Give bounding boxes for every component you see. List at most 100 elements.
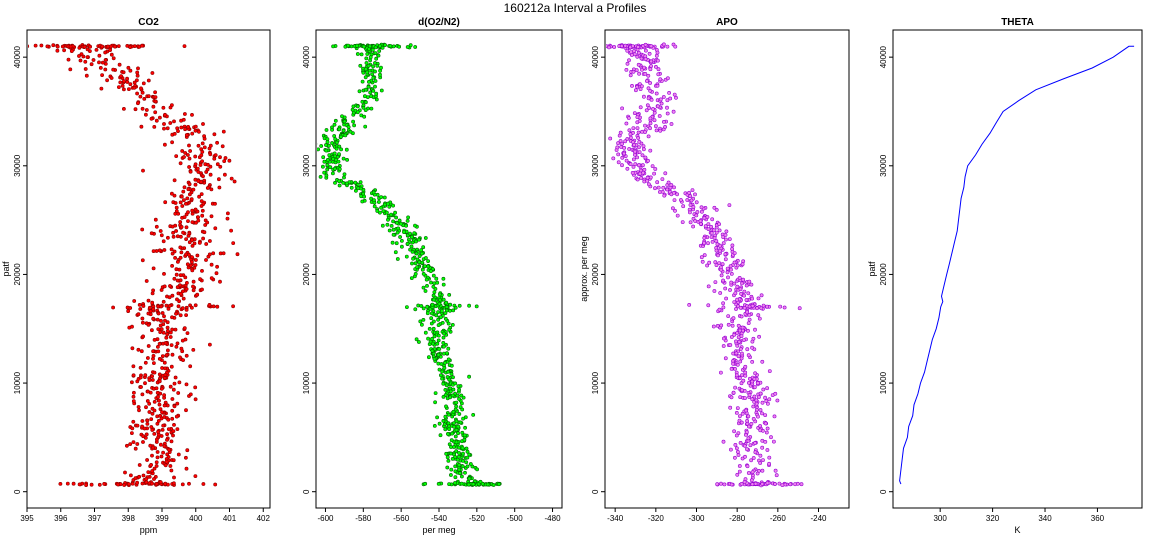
data-point [636, 136, 641, 140]
data-point [457, 463, 462, 467]
data-point [442, 366, 447, 370]
data-point [116, 482, 120, 487]
data-point [178, 278, 183, 283]
data-point [186, 187, 191, 192]
data-point [333, 180, 337, 185]
data-point [170, 327, 175, 332]
data-point [739, 291, 744, 296]
data-point [332, 134, 337, 138]
data-point [612, 45, 617, 49]
data-point [728, 405, 733, 410]
data-point [687, 302, 692, 307]
data-point [185, 196, 190, 201]
data-point [152, 431, 157, 436]
data-point [324, 148, 329, 153]
data-point [361, 105, 366, 110]
data-point [140, 227, 145, 232]
data-point [200, 287, 204, 292]
data-point [396, 226, 401, 231]
data-point [131, 390, 136, 395]
data-point [646, 158, 650, 163]
data-point [185, 331, 190, 336]
data-point [443, 414, 448, 419]
data-point [434, 313, 439, 318]
data-point [751, 456, 756, 460]
x-tick-label: 401 [223, 514, 237, 523]
data-point [175, 427, 180, 432]
data-point [145, 356, 150, 360]
data-point [199, 147, 204, 152]
data-point [184, 225, 189, 230]
data-point [163, 318, 167, 323]
data-point [756, 296, 761, 301]
data-point [496, 482, 501, 487]
data-point [443, 316, 448, 321]
data-point [123, 470, 127, 475]
data-point [207, 146, 212, 151]
data-point [178, 200, 183, 205]
data-point [135, 442, 140, 446]
data-point [734, 373, 739, 378]
data-point [180, 306, 185, 311]
data-point [654, 128, 659, 133]
data-point [654, 53, 659, 58]
data-point [616, 141, 621, 146]
data-point [162, 415, 167, 419]
data-point [725, 266, 730, 271]
data-point [430, 348, 435, 353]
data-point [721, 235, 726, 240]
data-point [340, 114, 344, 119]
data-point [622, 145, 627, 150]
data-point [325, 157, 330, 162]
data-point [645, 79, 649, 83]
data-point [71, 481, 76, 486]
data-point [439, 362, 444, 366]
data-point [680, 220, 685, 225]
data-point [648, 116, 653, 121]
data-point [97, 53, 102, 58]
data-point [195, 253, 200, 258]
data-point [156, 349, 161, 354]
data-point [416, 237, 421, 242]
data-point [318, 174, 323, 179]
data-point [150, 411, 155, 416]
data-point [715, 242, 720, 247]
data-point [165, 320, 170, 325]
data-point [158, 229, 163, 233]
data-point [642, 94, 646, 99]
data-point [184, 287, 189, 291]
data-point [448, 389, 453, 394]
data-point [322, 159, 327, 164]
data-point [731, 361, 736, 366]
data-point [182, 155, 186, 159]
data-point [757, 395, 761, 400]
data-point [157, 372, 162, 377]
data-point [647, 51, 652, 56]
data-point [163, 366, 168, 371]
data-point [627, 58, 631, 63]
data-point [188, 364, 193, 369]
data-point [408, 231, 412, 236]
data-point [453, 455, 458, 459]
data-point [375, 209, 380, 213]
data-point [426, 259, 431, 264]
data-point [672, 198, 677, 203]
data-point [129, 431, 134, 436]
data-point [731, 316, 736, 321]
data-point [188, 392, 193, 397]
data-point [759, 293, 764, 298]
data-point [714, 239, 719, 243]
data-point [360, 199, 365, 204]
data-point [460, 446, 465, 451]
data-point [418, 319, 423, 324]
data-point [164, 459, 169, 464]
data-point [379, 65, 383, 70]
data-point [675, 213, 680, 218]
data-point [430, 341, 435, 346]
data-point [186, 125, 191, 129]
data-point [799, 482, 804, 487]
data-point [654, 91, 659, 96]
data-point [465, 455, 470, 460]
data-point [68, 44, 73, 49]
data-point [190, 131, 195, 136]
